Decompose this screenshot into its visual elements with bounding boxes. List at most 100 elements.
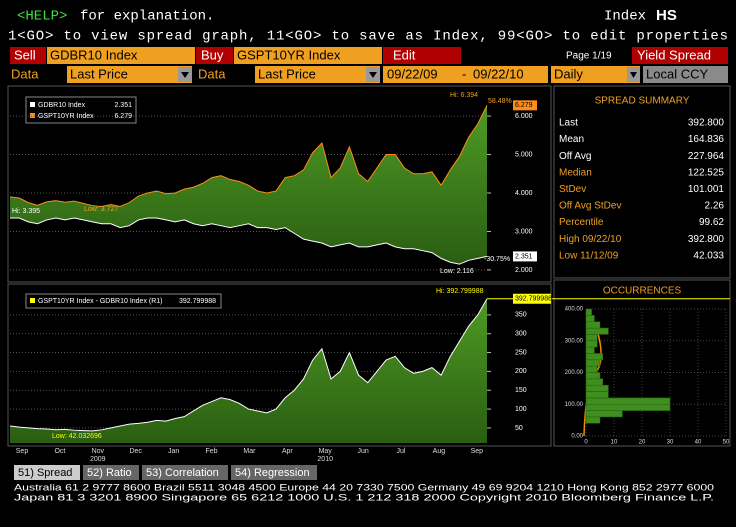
y-tick-label: 5.000 (515, 151, 533, 158)
legend-value: 2.351 (114, 102, 132, 109)
last-value: 2.351 (515, 253, 533, 260)
x-tick-label: Feb (205, 448, 217, 455)
footer-line: Japan 81 3 3201 8900 Singapore 65 6212 1… (14, 492, 714, 502)
histogram-bar (585, 321, 601, 329)
histogram-bar (585, 359, 601, 367)
summary-value: 392.800 (688, 234, 725, 245)
legend-swatch (30, 298, 35, 303)
y-tick-label: 4.000 (515, 190, 533, 197)
annotation: Low: 42.032696 (52, 433, 102, 440)
buy-field[interactable] (234, 47, 382, 64)
y-tick-label: 150 (515, 387, 527, 394)
x-tick-label: 30 (667, 440, 674, 446)
legend-value: 392.799988 (179, 298, 216, 305)
function-name: Index (604, 9, 646, 25)
tab-label[interactable]: 54) Regression (235, 467, 310, 479)
histogram-bar (585, 334, 598, 341)
tab[interactable] (142, 465, 228, 480)
summary-label: High 09/22/10 (559, 234, 622, 245)
y-tick-label: 0.00 (571, 434, 583, 440)
x-tick-label: Jun (357, 448, 368, 455)
field-dropdown[interactable] (255, 66, 380, 83)
sell-label[interactable]: Sell (14, 47, 36, 62)
tab-label[interactable]: 51) Spread (18, 467, 72, 479)
series-line (10, 217, 488, 265)
y-tick-label: 3.000 (515, 228, 533, 235)
arrow-icon (630, 72, 637, 78)
spread-fill (10, 105, 487, 265)
histogram-bar (585, 353, 604, 361)
y-tick-label: 6.000 (515, 113, 533, 120)
histogram-bar (585, 384, 609, 392)
y-tick-label: 250 (515, 349, 527, 356)
data-label: Data (11, 66, 39, 81)
x-tick-label: May (319, 448, 333, 455)
tab[interactable] (231, 465, 317, 480)
summary-label: StDev (559, 184, 586, 195)
annotation: 58.48% (488, 98, 512, 105)
edit-button[interactable] (383, 47, 461, 64)
date-range[interactable] (383, 66, 548, 83)
summary-label: Median (559, 167, 592, 178)
sell-button[interactable] (10, 47, 46, 64)
histogram-bar (585, 365, 598, 373)
histogram-bar (585, 397, 671, 405)
y-tick-label: 350 (515, 312, 527, 319)
period[interactable]: Daily (554, 66, 583, 81)
histogram-title: OCCURRENCES (603, 286, 682, 297)
date-separator: - (462, 66, 466, 81)
histogram-bar (585, 404, 671, 411)
summary-value: 42.033 (693, 250, 724, 261)
sell-field[interactable] (47, 47, 195, 64)
annotation: Low: 2.116 (440, 268, 474, 275)
sell-security[interactable]: GDBR10 Index (50, 47, 138, 62)
tab-label[interactable]: 52) Ratio (87, 467, 132, 479)
histogram-bar (585, 391, 609, 399)
x-tick-label: 0 (584, 440, 588, 446)
buy-button[interactable] (196, 47, 233, 64)
buy-label[interactable]: Buy (201, 47, 224, 62)
legend (25, 293, 222, 309)
currency[interactable]: Local CCY (646, 66, 708, 81)
field-value[interactable]: Last Price (70, 66, 128, 81)
histogram-bar (585, 308, 592, 316)
field-dropdown[interactable] (67, 66, 192, 83)
year-label: 2009 (90, 456, 106, 463)
period-dropdown[interactable] (551, 66, 640, 83)
mode-button[interactable] (632, 47, 728, 64)
footer-line: Australia 61 2 9777 8600 Brazil 5511 304… (14, 482, 714, 492)
instructions: 1<GO> to view spread graph, 11<GO> to sa… (8, 29, 728, 45)
edit-label[interactable]: Edit (393, 47, 416, 62)
currency-field[interactable] (643, 66, 728, 83)
buy-security[interactable]: GSPT10YR Index (237, 47, 341, 62)
summary-label: Mean (559, 134, 584, 145)
x-tick-label: 10 (611, 440, 618, 446)
start-date[interactable]: 09/22/09 (387, 66, 438, 81)
legend (25, 96, 137, 124)
x-tick-label: Apr (282, 448, 294, 455)
annotation: Hi: 6.394 (450, 92, 478, 99)
histogram-bar (585, 315, 595, 322)
y-tick-label: 300.00 (565, 338, 584, 344)
summary-value: 99.62 (699, 217, 724, 228)
summary-panel (553, 85, 731, 279)
last-value: 392.799988 (515, 296, 552, 303)
x-tick-label: Aug (433, 448, 446, 455)
last-value-tag (513, 100, 537, 111)
summary-value: 227.964 (688, 151, 725, 162)
field-value[interactable]: Last Price (258, 66, 316, 81)
lower-panel (7, 283, 552, 447)
end-date[interactable]: 09/22/10 (473, 66, 524, 81)
histogram-bar (585, 346, 595, 354)
mode-label[interactable]: Yield Spread (637, 47, 711, 62)
annotation: Hi: 392.799988 (436, 288, 484, 295)
y-tick-label: 50 (515, 425, 523, 432)
summary-label: Last (559, 118, 578, 129)
tab[interactable] (83, 465, 139, 480)
summary-label: Off Avg (559, 151, 591, 162)
x-tick-label: 20 (639, 440, 646, 446)
tab[interactable] (14, 465, 80, 480)
year-label: 2010 (317, 456, 333, 463)
tab-label[interactable]: 53) Correlation (146, 467, 219, 479)
